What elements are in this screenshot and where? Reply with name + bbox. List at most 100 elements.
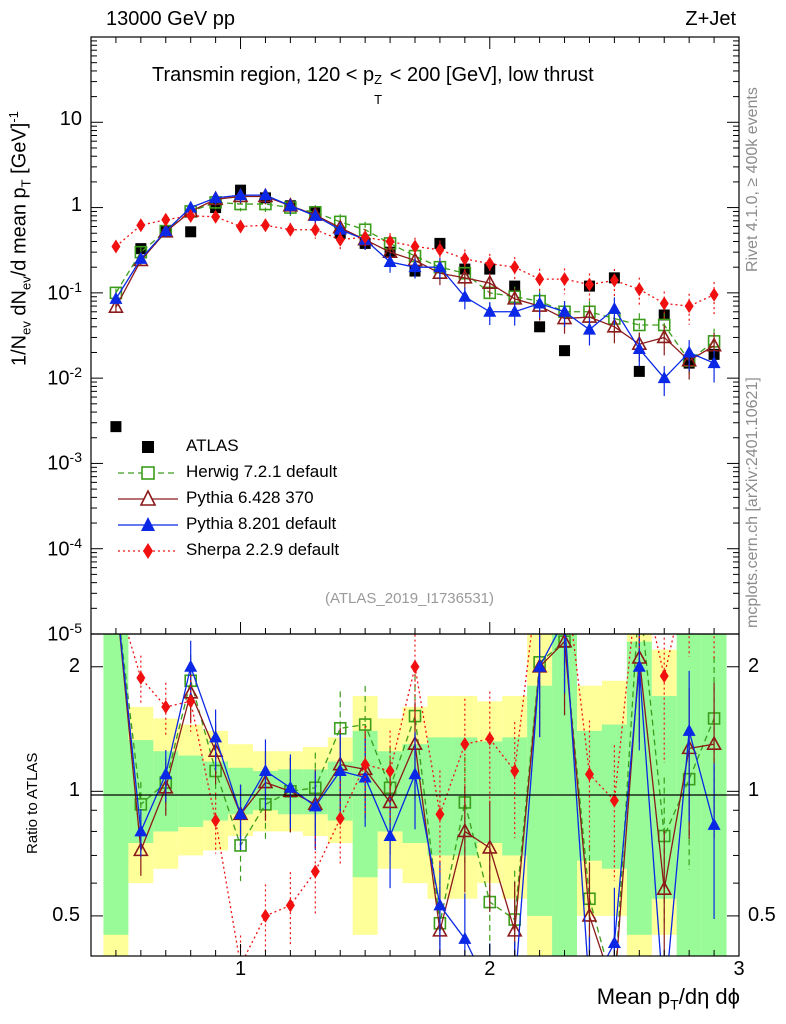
ratio-band-green-bin-0 — [103, 634, 129, 935]
x-tick-label-3: 3 — [733, 958, 745, 980]
main-series-point-sherpa-22 — [659, 296, 669, 311]
xlabel-part-a: Mean p — [596, 984, 671, 1009]
ratio-series-point-sherpa-16 — [510, 763, 520, 778]
main-series-point-pythia8-2 — [159, 224, 173, 237]
ylabel-part-a: 1/N — [8, 334, 31, 366]
main-series-point-sherpa-9 — [335, 232, 345, 247]
main-series-point-pythia8-4 — [209, 190, 223, 203]
main-series-point-pythia8-22 — [657, 371, 671, 384]
ratio-tick-label-right-0.5: 0.5 — [748, 903, 776, 926]
ratio-series-point-pythia6-24 — [706, 735, 722, 750]
main-series-point-sherpa-14 — [460, 251, 470, 266]
ratio-tick-label-left-1: 1 — [68, 779, 80, 802]
main-series-line-pythia6 — [115, 195, 715, 362]
ratio-series-point-sherpa-23 — [685, 559, 694, 573]
ratio-series-point-sherpa-12 — [410, 659, 420, 674]
ratio-series-point-pythia6-14 — [457, 822, 473, 838]
legend-marker-herwig — [118, 466, 178, 480]
main-series-point-sherpa-0 — [111, 239, 121, 254]
ratio-series-point-sherpa-13 — [435, 807, 445, 822]
main-series-point-pythia8-3 — [184, 200, 198, 213]
ratio-series-point-sherpa-4 — [211, 813, 221, 828]
ratio-series-point-herwig-10 — [358, 718, 372, 731]
ylabel-part-c: /d mean p — [8, 187, 31, 277]
y-tick-label-1: 1 — [70, 193, 82, 216]
legend-label-sherpa: Sherpa 2.2.9 default — [186, 540, 340, 559]
x-tick-label-2: 2 — [484, 958, 496, 980]
main-series-point-pythia6-22 — [656, 328, 673, 344]
ratio-series-point-pythia6-16 — [506, 922, 523, 937]
main-series-point-pythia8-24 — [707, 356, 721, 369]
main-series-point-pythia8-14 — [458, 289, 472, 302]
ratio-series-point-sherpa-21 — [635, 559, 644, 573]
y-axis-label-main: 1/Nev dNev/d mean pT [GeV]-1 — [6, 111, 34, 366]
ratio-series-point-herwig-0 — [110, 588, 121, 599]
main-series-point-sherpa-19 — [584, 277, 594, 292]
analysis-watermark: (ATLAS_2019_I1736531) — [325, 590, 495, 607]
legend-label-pythia6: Pythia 6.428 370 — [186, 488, 314, 507]
main-series-point-pythia6-20 — [606, 318, 623, 333]
header-left: 13000 GeV pp — [106, 8, 235, 30]
ratio-series-point-sherpa-8 — [310, 864, 320, 879]
mcplots-reference-label: mcplots.cern.ch [arXiv:2401.10621] — [744, 377, 761, 628]
main-series-point-pythia8-12 — [408, 260, 422, 273]
ratio-series-point-pythia8-17 — [533, 659, 547, 672]
x-axis-label: Mean pT/dη dϕ — [597, 984, 740, 1012]
ratio-series-point-sherpa-0 — [111, 587, 120, 601]
ratio-series-point-pythia8-13 — [433, 898, 447, 911]
main-series-point-sherpa-4 — [211, 209, 221, 224]
main-series-point-pythia8-0 — [109, 291, 123, 304]
main-series-point-pythia8-20 — [607, 301, 621, 314]
main-series-point-atlas-18 — [559, 345, 571, 357]
main-series-point-pythia6-15 — [481, 274, 498, 289]
ratio-series-point-pythia8-23 — [682, 723, 696, 736]
header-right: Z+Jet — [685, 8, 736, 30]
ratio-series-point-sherpa-3 — [186, 694, 196, 709]
ylabel-sub-b: ev — [18, 276, 34, 291]
x-tick-label-1: 1 — [234, 958, 247, 980]
main-series-point-sherpa-12 — [410, 239, 420, 254]
main-series-point-pythia8-1 — [134, 251, 148, 264]
legend-marker-sherpa — [118, 543, 178, 559]
y-tick-label-10^-3: 10-3 — [47, 449, 82, 476]
y-tick-label-10^-1: 10-1 — [47, 278, 82, 305]
ratio-series-point-sherpa-20 — [609, 793, 619, 808]
ratio-series-point-pythia6-0 — [109, 587, 122, 599]
ratio-tick-label-right-1: 1 — [748, 779, 760, 802]
y-tick-label-10^-2: 10-2 — [47, 364, 82, 390]
main-series-point-sherpa-6 — [260, 218, 270, 233]
ylabel-part-d: [GeV] — [8, 122, 31, 180]
main-series-point-sherpa-13 — [435, 242, 445, 257]
ratio-series-point-sherpa-24 — [710, 559, 719, 573]
ratio-series-point-pythia8-9 — [333, 763, 347, 776]
ratio-tick-label-left-0.5: 0.5 — [52, 903, 80, 926]
ratio-band-green-bin-3 — [178, 755, 204, 827]
main-series-point-sherpa-18 — [560, 272, 570, 287]
main-series-point-pythia8-11 — [383, 255, 397, 268]
ratio-series-point-pythia8-21 — [632, 659, 646, 672]
y-axis-label-ratio: Ratio to ATLAS — [24, 752, 41, 854]
ratio-series-point-sherpa-17 — [535, 559, 544, 573]
ratio-series-point-pythia8-15 — [483, 984, 496, 996]
main-series-point-sherpa-17 — [535, 272, 545, 287]
main-series-point-pythia8-18 — [558, 304, 572, 317]
ratio-series-point-pythia8-18 — [558, 613, 571, 625]
ratio-series-point-sherpa-2 — [161, 699, 171, 714]
y-tick-label-10^-4: 10-4 — [47, 534, 82, 561]
main-series-point-sherpa-23 — [684, 299, 694, 314]
main-series-point-pythia8-19 — [582, 322, 596, 335]
ratio-series-point-pythia8-11 — [383, 828, 397, 841]
ratio-series-point-sherpa-9 — [335, 811, 345, 826]
ratio-series-point-pythia6-22 — [656, 880, 673, 896]
legend-marker-pythia8 — [118, 517, 178, 531]
main-series-point-sherpa-11 — [385, 234, 395, 249]
ratio-series-point-pythia6-15 — [481, 839, 498, 854]
ratio-series-point-pythia8-5 — [234, 807, 248, 820]
ratio-series-point-sherpa-11 — [385, 763, 395, 778]
main-series-line-pythia8 — [115, 194, 715, 380]
main-series-point-sherpa-24 — [709, 287, 719, 302]
main-series-point-pythia8-9 — [333, 222, 347, 235]
legend-label-herwig: Herwig 7.2.1 default — [186, 462, 338, 481]
